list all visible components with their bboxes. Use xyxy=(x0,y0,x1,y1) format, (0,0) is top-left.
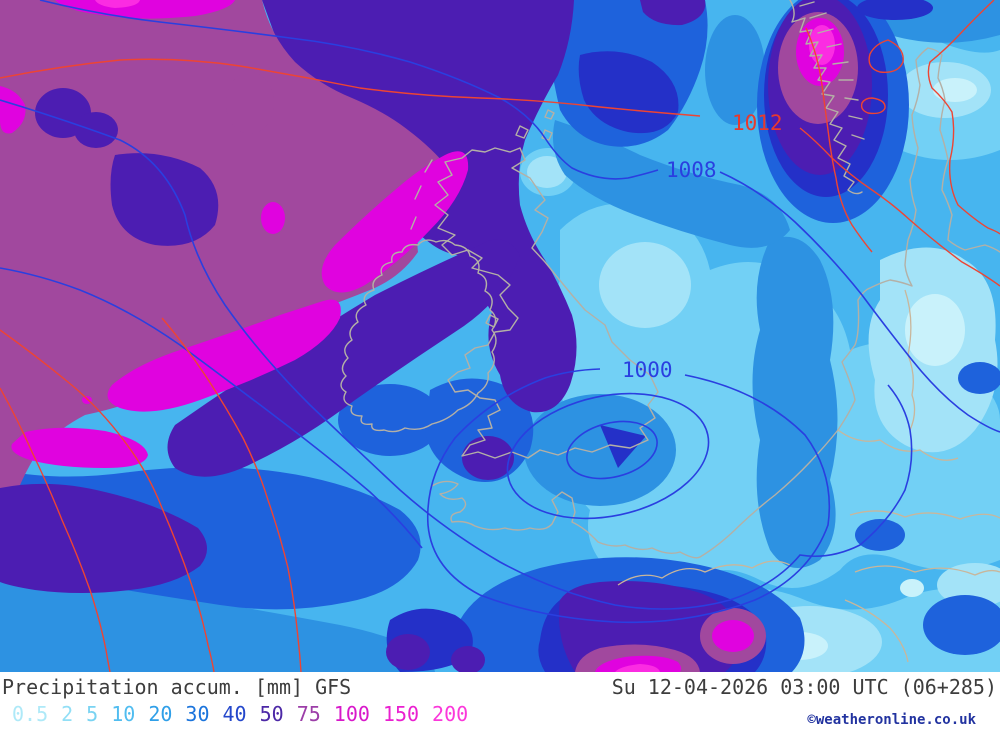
legend-value-30: 30 xyxy=(185,702,210,726)
isobar-label-1008: 1008 xyxy=(666,158,717,182)
legend-value-5: 5 xyxy=(86,702,99,726)
legend-value-40: 40 xyxy=(222,702,247,726)
map-title: Precipitation accum. [mm] GFS xyxy=(2,675,352,699)
legend-value-150: 150 xyxy=(382,702,420,726)
map-datetime: Su 12-04-2026 03:00 UTC (06+285) xyxy=(611,675,997,699)
legend-value-75: 75 xyxy=(296,702,321,726)
precip-fill-layer xyxy=(0,0,1000,672)
copyright-label: ©weatheronline.co.uk xyxy=(807,712,976,728)
legend-value-50: 50 xyxy=(259,702,284,726)
isobar-labels: 1012 1008 1000 xyxy=(622,111,783,382)
legend-value-10: 10 xyxy=(111,702,136,726)
legend-value-2: 2 xyxy=(61,702,74,726)
border-layer xyxy=(617,289,1000,663)
legend-value-100: 100 xyxy=(333,702,370,726)
isobar-layer-red xyxy=(0,0,1000,672)
precip-legend: 0.5 2 5 10 20 30 40 50 75 100 150 200 xyxy=(12,702,468,726)
precipitation-map: 1012 1008 1000 xyxy=(0,0,1000,672)
map-canvas: 1012 1008 1000 xyxy=(0,0,1000,672)
isobar-layer-blue xyxy=(0,0,1000,624)
isobar-label-1000: 1000 xyxy=(622,358,673,382)
legend-value-0.5: 0.5 xyxy=(12,702,49,726)
coastline-layer xyxy=(340,0,1000,559)
legend-value-200: 200 xyxy=(432,702,469,726)
map-footer: Precipitation accum. [mm] GFS Su 12-04-2… xyxy=(0,672,1000,733)
isobar-label-1012: 1012 xyxy=(732,111,783,135)
legend-value-20: 20 xyxy=(148,702,173,726)
